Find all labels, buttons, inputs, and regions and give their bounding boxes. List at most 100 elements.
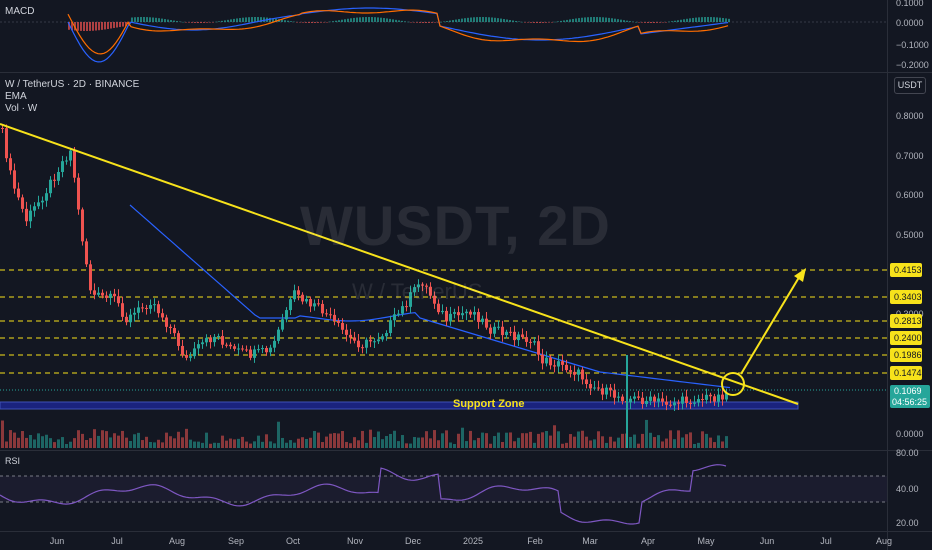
- rsi-axis-tick: 40.00: [896, 484, 919, 494]
- candle-body: [417, 284, 420, 288]
- time-axis-tick: Apr: [641, 536, 655, 546]
- macd-histogram-bar: [470, 17, 472, 22]
- macd-histogram-bar: [338, 20, 340, 22]
- countdown-timer: 04:56:25: [892, 397, 927, 407]
- volume-bar: [21, 431, 24, 448]
- candle-body: [5, 128, 8, 159]
- ema-line: [129, 204, 731, 389]
- macd-histogram-bar: [539, 22, 541, 23]
- volume-bar: [9, 430, 12, 448]
- volume-bar: [385, 435, 388, 448]
- volume-bar: [357, 440, 360, 448]
- volume-bar: [653, 437, 656, 448]
- macd-histogram-bar: [179, 21, 181, 22]
- volume-bar: [713, 442, 716, 448]
- macd-histogram-bar: [548, 22, 550, 23]
- volume-bar: [137, 432, 140, 448]
- candle-body: [141, 307, 144, 309]
- volume-bar: [645, 419, 648, 448]
- candle-body: [313, 303, 316, 307]
- macd-histogram-bar: [92, 22, 94, 31]
- macd-histogram-bar: [551, 22, 553, 23]
- macd-histogram-bar: [575, 18, 577, 22]
- rsi-title: RSI: [5, 456, 21, 466]
- candle-body: [593, 387, 596, 389]
- candle-body: [553, 365, 556, 367]
- macd-histogram-bar: [659, 22, 661, 23]
- candle-body: [397, 313, 400, 315]
- volume-bar: [381, 439, 384, 448]
- candle-body: [509, 331, 512, 333]
- volume-bar: [141, 440, 144, 448]
- candle-body: [85, 241, 88, 265]
- volume-bar: [537, 433, 540, 448]
- macd-histogram-bar: [560, 20, 562, 22]
- volume-bar: [89, 438, 92, 448]
- volume-bar: [721, 441, 724, 448]
- macd-histogram-bar: [215, 21, 217, 23]
- time-axis-tick: Jun: [760, 536, 775, 546]
- macd-histogram-bar: [218, 21, 220, 22]
- macd-histogram-bar: [116, 22, 118, 28]
- support-zone-label: Support Zone: [453, 398, 525, 410]
- volume-bar: [281, 437, 284, 448]
- volume-bar: [505, 432, 508, 448]
- candle-body: [209, 337, 212, 343]
- candle-body: [437, 303, 440, 313]
- downtrend-line[interactable]: [0, 123, 799, 405]
- volume-bar: [233, 439, 236, 448]
- macd-histogram-bar: [674, 20, 676, 22]
- candle-body: [225, 344, 228, 346]
- volume-bar: [661, 441, 664, 448]
- macd-histogram-bar: [641, 22, 643, 23]
- candle-body: [573, 371, 576, 375]
- volume-bar: [609, 436, 612, 448]
- macd-histogram-bar: [281, 19, 283, 22]
- time-axis[interactable]: Jun Jul Aug Sep Oct Nov Dec 2025 Feb Mar Apr May Jun…: [50, 536, 892, 546]
- volume-bar: [249, 443, 252, 448]
- volume-bar: [301, 437, 304, 448]
- candle-body: [641, 397, 644, 405]
- volume-bar: [705, 433, 708, 448]
- macd-line: [67, 7, 729, 63]
- support-zone-box[interactable]: [0, 401, 799, 410]
- volume-bar: [185, 428, 188, 448]
- macd-histogram-bar: [554, 21, 556, 23]
- macd-histogram-bar: [404, 21, 406, 22]
- macd-histogram-bar: [572, 18, 574, 22]
- volume-legend[interactable]: Vol · W: [5, 103, 38, 114]
- candle-body: [193, 348, 196, 357]
- volume-bar: [397, 441, 400, 448]
- macd-histogram-bar: [290, 21, 292, 22]
- volume-bar: [129, 440, 132, 448]
- volume-bar: [265, 434, 268, 448]
- macd-histogram-bar: [137, 17, 139, 22]
- breakout-circle[interactable]: [721, 372, 745, 396]
- macd-histogram-bar: [530, 22, 532, 23]
- macd-histogram-bar: [557, 21, 559, 22]
- volume-bar: [221, 435, 224, 448]
- ema-legend[interactable]: EMA: [5, 91, 27, 102]
- macd-histogram-bar: [533, 22, 535, 23]
- candle-body: [697, 399, 700, 403]
- candle-body: [69, 150, 72, 161]
- macd-histogram-bar: [257, 17, 259, 22]
- volume-bar: [497, 432, 500, 448]
- price-level-tag: [890, 263, 922, 277]
- currency-button[interactable]: USDT: [894, 77, 926, 94]
- macd-histogram-bar: [500, 18, 502, 22]
- candle-body: [537, 341, 540, 355]
- projection-arrow[interactable]: [740, 273, 802, 375]
- candle-body: [637, 396, 640, 398]
- symbol-title[interactable]: W / TetherUS · 2D · BINANCE: [5, 79, 140, 90]
- candle-body: [33, 206, 36, 211]
- price-axis-tick: 0.0000: [896, 429, 924, 439]
- macd-histogram-bar: [86, 22, 88, 31]
- volume-bar: [101, 430, 104, 448]
- candle-body: [317, 303, 320, 305]
- macd-histogram-bar: [584, 17, 586, 22]
- macd-histogram-bar: [140, 17, 142, 22]
- macd-histogram-bar: [197, 22, 199, 23]
- macd-histogram-bar: [482, 17, 484, 22]
